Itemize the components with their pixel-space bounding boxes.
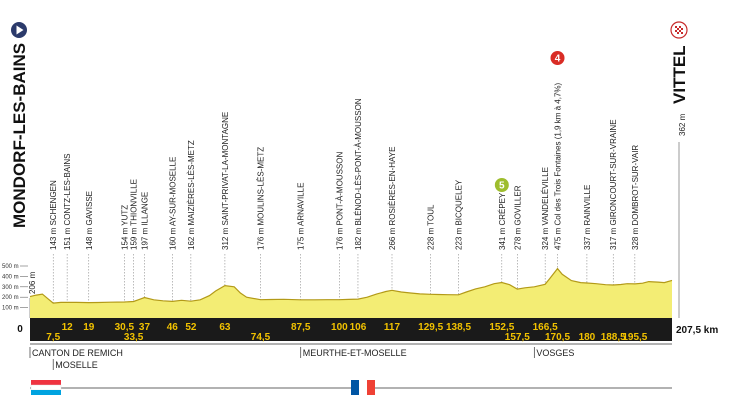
waypoint-label: 176 m MOULINS-LÈS-METZ (257, 147, 266, 250)
finish-flag-check (681, 28, 683, 30)
km-marker-label: 166,5 (533, 322, 558, 333)
region-strip: CANTON DE REMICH MOSELLE MEURTHE-ET-MOSELL… (29, 343, 672, 395)
finish-flag-check (675, 30, 677, 32)
waypoint-label: 223 m BICQUELEY (455, 179, 464, 250)
waypoint-labels: MONDORF-LES-BAINS 206 m VITTEL 362 m 143 m S… (10, 21, 689, 318)
km-marker-label: 33,5 (124, 332, 144, 343)
france-flag-stripe (367, 380, 375, 395)
waypoint-label: 197 m ILLANGE (140, 192, 149, 250)
km-marker-label: 52 (185, 322, 197, 333)
distance-band-bg (30, 318, 672, 341)
waypoint-label: 182 m BLÉNOD-LÈS-PONT-À-MOUSSON (354, 98, 363, 250)
waypoint-label: 475 m Col des Trois Fontaines (1,9 km à … (554, 82, 563, 250)
france-flag-stripe (359, 380, 367, 395)
total-distance-label: 207,5 km (676, 325, 718, 336)
km-marker-label: 63 (219, 322, 231, 333)
finish-city-name: VITTEL (670, 45, 689, 104)
finish-flag-check (677, 28, 679, 30)
waypoint-label: 266 m ROSIÈRES-EN-HAYE (388, 147, 397, 250)
region-name: VOSGES (536, 348, 574, 358)
start-play-icon-triangle (16, 25, 24, 35)
km-marker-label: 188,5 (601, 332, 626, 343)
waypoint-label: 341 m CRÉPEY (498, 192, 507, 250)
elevation-profile: 500 m 400 m 300 m 200 m 100 m (2, 264, 673, 318)
finish-altitude: 362 m (678, 113, 687, 136)
waypoint-label: 324 m VANDELÉVILLE (541, 167, 550, 250)
y-tick-label: 100 m (2, 306, 19, 312)
y-tick-label: 500 m (2, 264, 19, 270)
waypoint-label: 328 m DOMBROT-SUR-VAIR (631, 145, 640, 250)
climb-badge (493, 177, 510, 193)
km-marker-label: 74,5 (251, 332, 271, 343)
km-marker-label: 30,5 (115, 322, 135, 333)
profile-area (30, 268, 672, 318)
waypoint-label: 159 m THIONVILLE (130, 179, 139, 250)
climb-badge-label: 4 (555, 54, 561, 65)
waypoint-label: 143 m SCHENGEN (49, 180, 58, 250)
km-marker-label: 19 (83, 322, 95, 333)
waypoint-label: 337 m RAINVILLE (583, 185, 592, 250)
km-marker-label: 37 (139, 322, 151, 333)
climb-badge (549, 50, 566, 66)
waypoint-label: 162 m MAIZIÈRES-LÈS-METZ (187, 140, 196, 250)
region-name: MOSELLE (55, 360, 98, 370)
waypoint-label: 154 m YUTZ (120, 205, 129, 250)
profile-line (29, 267, 673, 304)
waypoint-label: 151 m CONTZ-LES-BAINS (63, 154, 72, 250)
climb-badge-label: 5 (499, 181, 505, 192)
waypoint-label: 278 m GOVILLER (513, 185, 522, 250)
km-marker-label: 100 (331, 322, 348, 333)
km-marker-label: 7,5 (46, 332, 60, 343)
y-tick-label: 300 m (2, 285, 19, 291)
finish-flag-check (675, 26, 677, 28)
france-flag-stripe (351, 380, 359, 395)
waypoint-label: 160 m AY-SUR-MOSELLE (168, 157, 177, 250)
waypoint-label: 148 m GAVISSE (85, 191, 94, 250)
km-marker-label: 157,5 (505, 332, 530, 343)
km-marker-label: 180 (579, 332, 596, 343)
waypoint-label: 317 m GIRONCOURT-SUR-VRAINE (609, 119, 618, 250)
km-marker-label: 152,5 (489, 322, 514, 333)
km-marker-label: 12 (62, 322, 74, 333)
km-marker-label: 117 (384, 322, 401, 333)
start-city-name: MONDORF-LES-BAINS (10, 43, 29, 228)
finish-flag-check (679, 26, 681, 28)
luxembourg-flag-stripe (30, 384, 62, 391)
distance-band: 0 207,5 km 7,512 19 30,533,537 46 52 63 74,5 87,5… (17, 318, 718, 343)
km-zero-label: 0 (17, 324, 23, 335)
km-marker-label: 129,5 (418, 322, 443, 333)
waypoint-label: 175 m ARNAVILLE (297, 183, 306, 250)
luxembourg-flag-stripe (31, 390, 61, 395)
waypoint-label: 228 m TOUL (427, 204, 436, 250)
km-marker-label: 170,5 (545, 332, 570, 343)
km-marker-label: 106 (350, 322, 367, 333)
finish-flag-check (679, 30, 681, 32)
region-name: MEURTHE-ET-MOSELLE (303, 348, 407, 358)
waypoint-label: 312 m SAINT-PRIVAT-LA-MONTAGNE (221, 112, 230, 250)
finish-flag-check (681, 32, 683, 34)
km-marker-label: 87,5 (291, 322, 311, 333)
start-altitude: 206 m (28, 271, 37, 294)
waypoint-label: 176 m PONT-À-MOUSSON (335, 152, 344, 250)
y-tick-label: 200 m (2, 295, 19, 301)
km-marker-label: 195,5 (622, 332, 647, 343)
luxembourg-flag-stripe (31, 380, 61, 385)
km-marker-label: 46 (167, 322, 179, 333)
region-name: CANTON DE REMICH (32, 348, 123, 358)
km-marker-label: 138,5 (446, 322, 471, 333)
y-tick-label: 400 m (2, 274, 19, 280)
finish-flag-check (677, 32, 679, 34)
